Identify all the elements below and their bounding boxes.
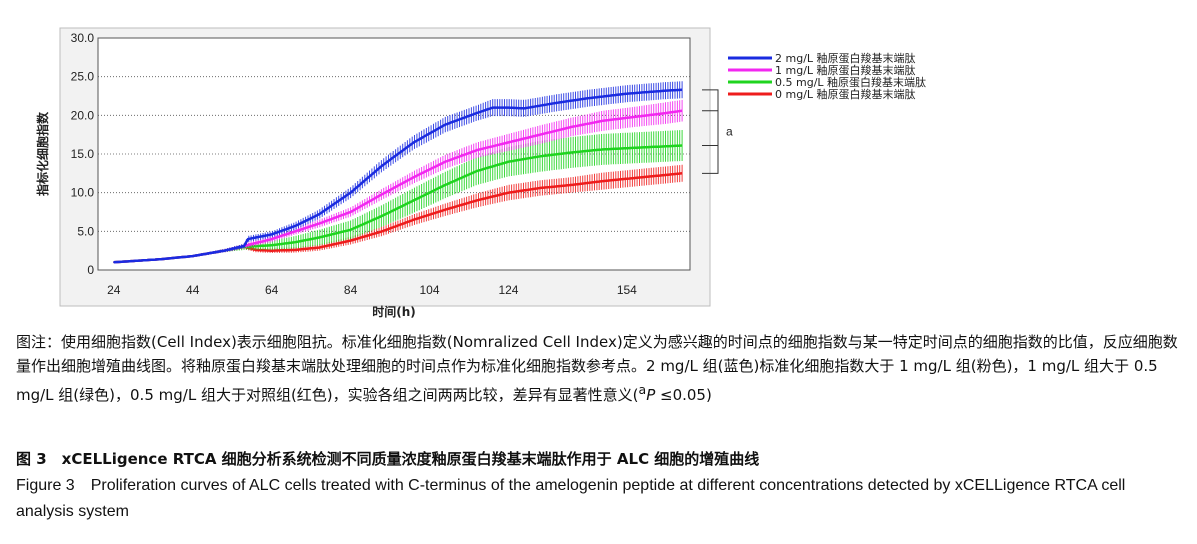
legend-label: 0 mg/L 釉原蛋白羧基末端肽 — [775, 87, 916, 101]
y-tick-label: 30.0 — [71, 31, 95, 45]
note-threshold: ≤0.05) — [655, 386, 712, 404]
proliferation-chart: 0 5.0 10.0 15.0 20.0 25.0 30.0 24 44 64 84 104 124 15… — [35, 27, 926, 319]
bracket-line — [702, 89, 719, 174]
figure-title-english: Figure 3 Proliferation curves of ALC cel… — [16, 477, 1126, 520]
note-superscript: a — [638, 382, 647, 397]
series-line — [113, 88, 683, 264]
x-tick-label: 104 — [420, 283, 440, 297]
y-tick-label: 15.0 — [71, 147, 95, 161]
x-tick-label: 64 — [265, 283, 279, 297]
note-text: 图注：使用细胞指数(Cell Index)表示细胞阻抗。标准化细胞指数(Nomr… — [16, 333, 1178, 404]
x-tick-label: 124 — [498, 283, 518, 297]
x-axis-label: 时间(h) — [372, 304, 416, 319]
x-tick-label: 44 — [186, 283, 200, 297]
x-tick-label: 24 — [107, 283, 121, 297]
note-p-symbol: P — [646, 386, 656, 404]
chart-svg: 0 5.0 10.0 15.0 20.0 25.0 30.0 24 44 64 84 104 124 15… — [35, 27, 926, 319]
y-tick-label: 5.0 — [77, 224, 94, 238]
legend-label: 1 mg/L 釉原蛋白羧基末端肽 — [775, 63, 916, 77]
x-tick-label: 154 — [617, 283, 637, 297]
y-tick-label: 25.0 — [71, 70, 95, 84]
y-tick-label: 10.0 — [71, 186, 95, 200]
y-tick-label: 20.0 — [71, 108, 95, 122]
series-0 — [113, 81, 683, 264]
significance-label: a — [726, 125, 733, 139]
x-tick-label: 84 — [344, 283, 358, 297]
series-group — [113, 81, 683, 264]
y-axis-label: 指标化细胞指数 — [35, 111, 50, 196]
axis-ticks: 0 5.0 10.0 15.0 20.0 25.0 30.0 24 44 64 84 104 124 15… — [71, 31, 638, 297]
legend-label: 0.5 mg/L 釉原蛋白羧基末端肽 — [775, 75, 926, 89]
legend-label: 2 mg/L 釉原蛋白羧基末端肽 — [775, 51, 916, 65]
figure-title-chinese: 图 3 xCELLigence RTCA 细胞分析系统检测不同质量浓度釉原蛋白羧… — [16, 450, 760, 468]
significance-bracket: a — [702, 89, 733, 174]
figure-note: 图注：使用细胞指数(Cell Index)表示细胞阻抗。标准化细胞指数(Nomr… — [16, 330, 1186, 407]
plot-area — [97, 37, 691, 271]
y-tick-label: 0 — [87, 263, 94, 277]
